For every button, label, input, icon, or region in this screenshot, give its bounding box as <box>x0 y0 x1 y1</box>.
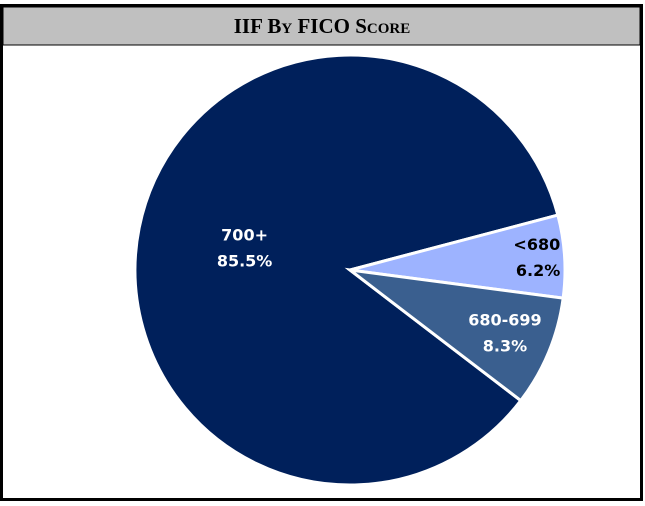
slice-value-label: 8.3% <box>483 337 527 356</box>
pie-slice <box>344 267 565 403</box>
pie-slice <box>133 53 560 487</box>
title-bar <box>2 6 641 46</box>
slice-value-label: 85.5% <box>217 251 273 270</box>
slice-value-label: 6.2% <box>516 261 560 280</box>
pie: 700+ 85.5% <680 6.2% 680-699 8.3% <box>133 53 567 487</box>
slice-label: <680 <box>513 235 560 254</box>
slice-label: 680-699 <box>468 311 541 330</box>
chart-title: IIF By FICO Score <box>234 14 411 38</box>
slice-label: 700+ <box>221 225 268 244</box>
